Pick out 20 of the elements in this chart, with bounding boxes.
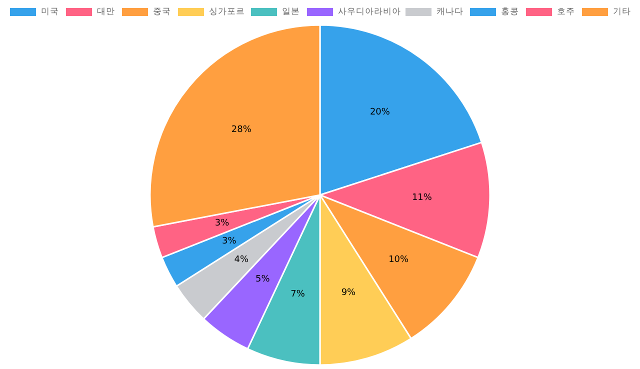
- legend-label: 홍콩: [501, 7, 519, 17]
- data-label: 3%: [214, 218, 230, 228]
- data-label: 4%: [234, 255, 249, 266]
- legend-label: 기타: [613, 7, 631, 17]
- legend-label: 캐나다: [436, 7, 464, 17]
- legend-label: 대만: [97, 7, 115, 17]
- data-label: 10%: [388, 255, 410, 266]
- data-label: 3%: [222, 236, 237, 246]
- legend-label: 미국: [41, 7, 59, 17]
- legend-label: 중국: [153, 7, 171, 17]
- data-label: 28%: [231, 124, 252, 135]
- data-label: 5%: [256, 274, 270, 284]
- data-label: 11%: [412, 193, 432, 204]
- legend-label: 싱가포르: [209, 7, 245, 17]
- data-label: 9%: [341, 288, 356, 298]
- data-label: 7%: [290, 290, 306, 300]
- legend-label: 호주: [557, 7, 575, 17]
- legend-label: 사우디아라비아: [338, 7, 401, 17]
- data-label: 20%: [370, 107, 390, 118]
- legend-label: 일본: [282, 7, 300, 17]
